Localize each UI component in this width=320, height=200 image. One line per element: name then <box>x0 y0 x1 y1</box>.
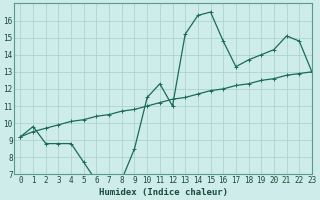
X-axis label: Humidex (Indice chaleur): Humidex (Indice chaleur) <box>99 188 228 197</box>
